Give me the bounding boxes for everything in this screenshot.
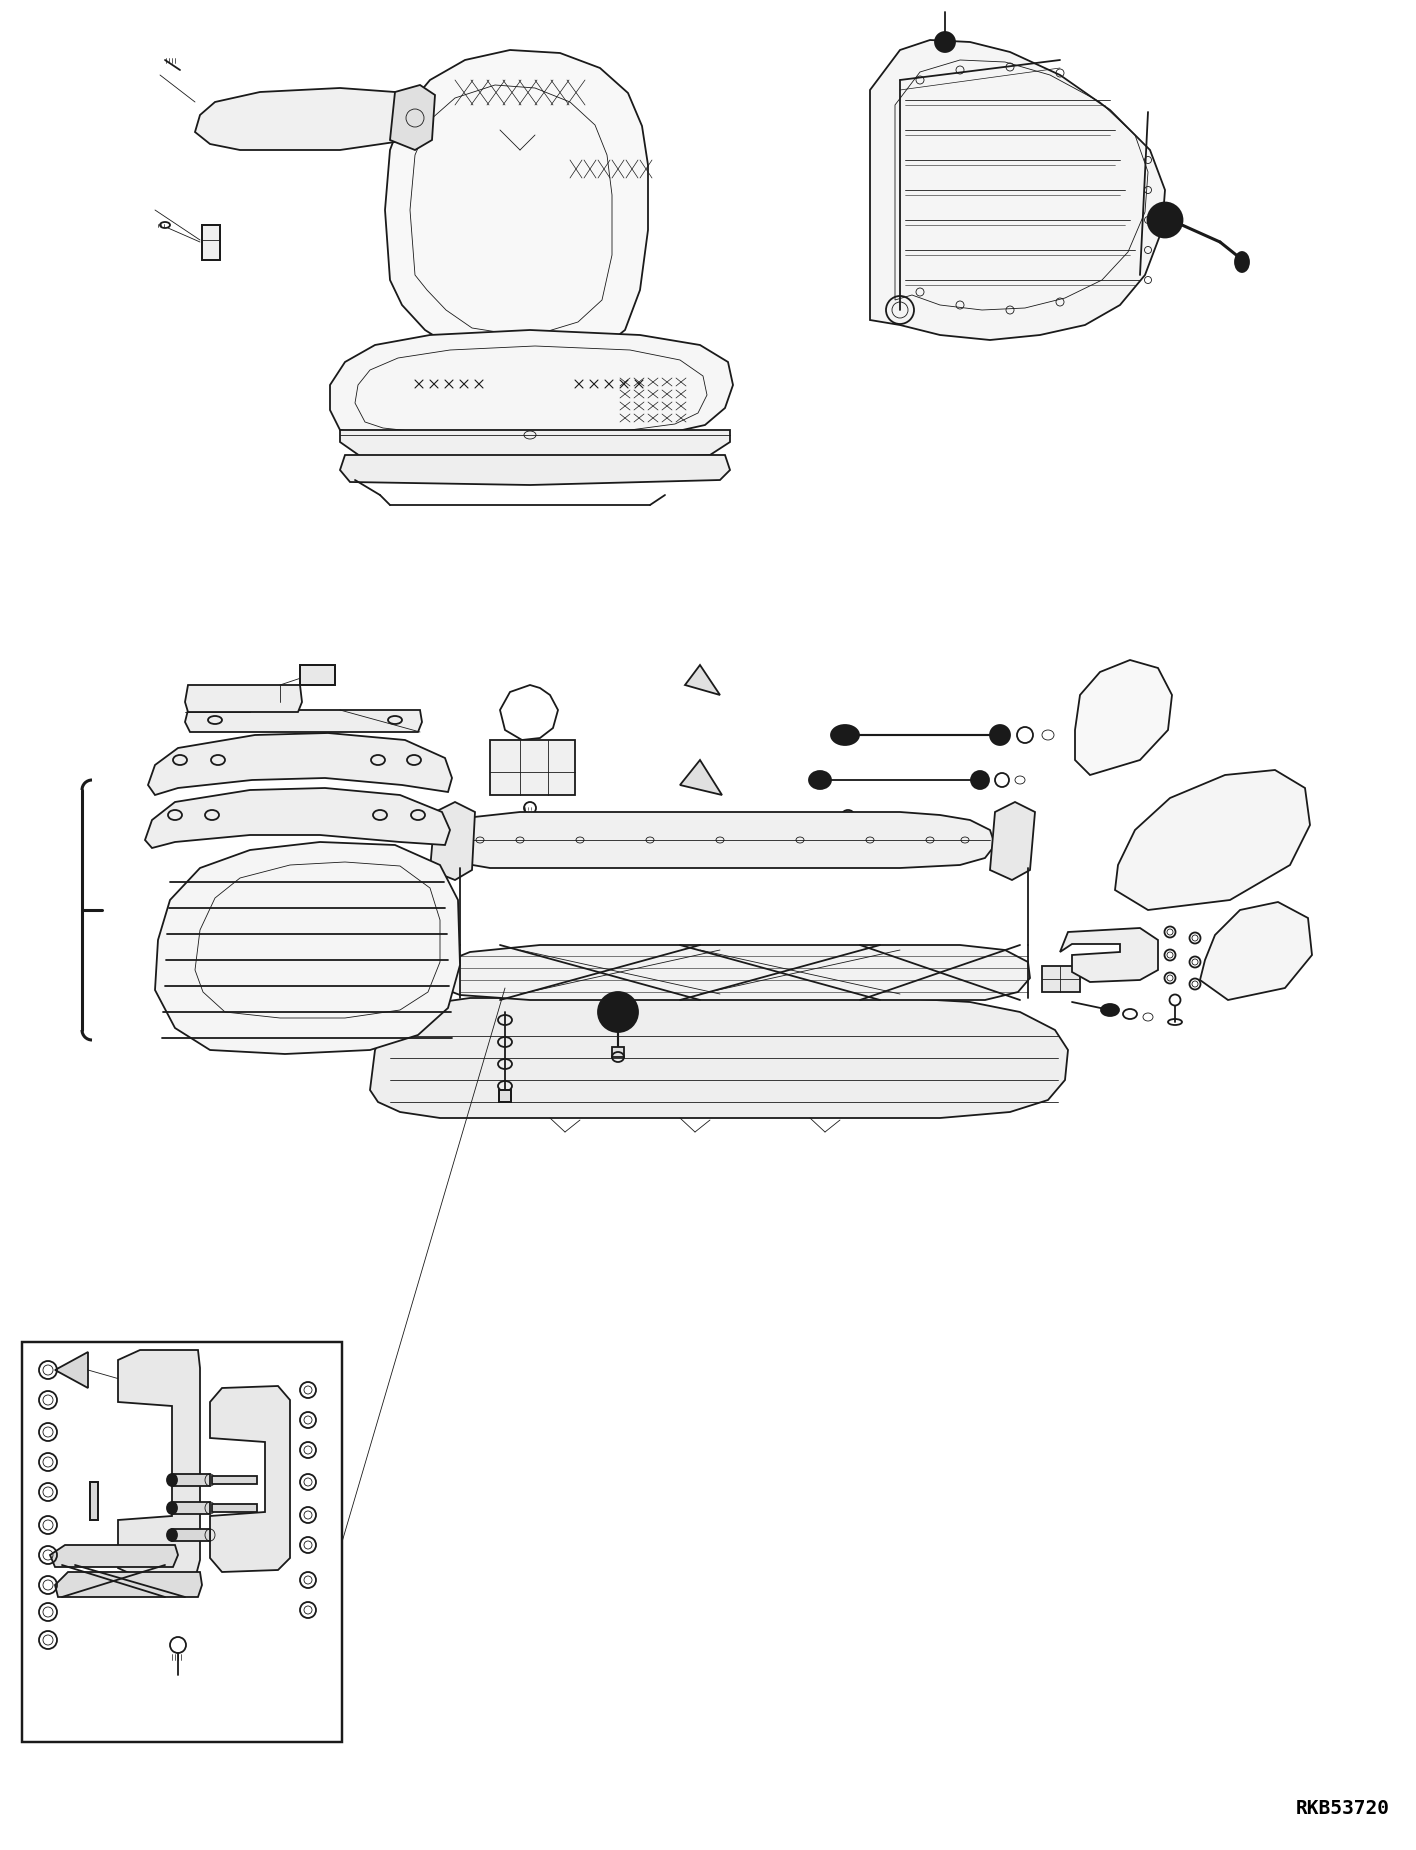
Polygon shape (185, 684, 302, 712)
Ellipse shape (935, 31, 954, 52)
Bar (171, 1502, 210, 1513)
Bar (23, 1341, 343, 1743)
Text: RKB53720: RKB53720 (1296, 1798, 1391, 1819)
Polygon shape (685, 664, 719, 696)
Bar (300, 664, 336, 684)
Polygon shape (370, 997, 1068, 1117)
Polygon shape (1199, 903, 1313, 1001)
Polygon shape (55, 1572, 202, 1597)
Ellipse shape (990, 725, 1010, 746)
Polygon shape (144, 788, 450, 847)
Polygon shape (680, 760, 722, 796)
Polygon shape (185, 710, 422, 733)
Ellipse shape (167, 1528, 177, 1541)
Polygon shape (1061, 929, 1158, 982)
Bar (612, 1047, 624, 1056)
Polygon shape (990, 803, 1035, 881)
Bar (498, 1090, 511, 1103)
Polygon shape (118, 1350, 200, 1578)
Bar (171, 1474, 210, 1486)
Bar (91, 1482, 98, 1521)
Ellipse shape (971, 771, 988, 788)
Polygon shape (195, 89, 418, 150)
Bar (490, 740, 575, 796)
Polygon shape (340, 455, 731, 485)
Polygon shape (389, 85, 435, 150)
Polygon shape (340, 429, 731, 461)
Polygon shape (869, 41, 1165, 340)
Ellipse shape (1147, 202, 1182, 237)
Ellipse shape (167, 1474, 177, 1486)
Polygon shape (50, 1545, 178, 1567)
Bar (91, 1482, 98, 1521)
Polygon shape (1075, 660, 1172, 775)
Bar (300, 664, 336, 684)
Polygon shape (330, 329, 733, 440)
Polygon shape (435, 812, 995, 868)
Ellipse shape (809, 771, 831, 788)
Polygon shape (149, 733, 452, 796)
Bar (1042, 966, 1080, 992)
Bar (202, 226, 219, 261)
Polygon shape (210, 1386, 290, 1572)
Ellipse shape (831, 725, 860, 746)
Polygon shape (440, 945, 1029, 1001)
Ellipse shape (1235, 252, 1249, 272)
Bar (171, 1528, 210, 1541)
Polygon shape (430, 803, 474, 881)
Ellipse shape (1102, 1005, 1119, 1016)
Bar (498, 1090, 511, 1103)
Ellipse shape (598, 992, 639, 1032)
Polygon shape (55, 1352, 88, 1388)
Polygon shape (385, 50, 649, 361)
Ellipse shape (528, 337, 532, 342)
Polygon shape (1114, 770, 1310, 910)
Bar (202, 226, 219, 261)
Polygon shape (154, 842, 460, 1054)
Bar (212, 1476, 256, 1484)
Ellipse shape (167, 1502, 177, 1513)
Bar (212, 1504, 256, 1511)
